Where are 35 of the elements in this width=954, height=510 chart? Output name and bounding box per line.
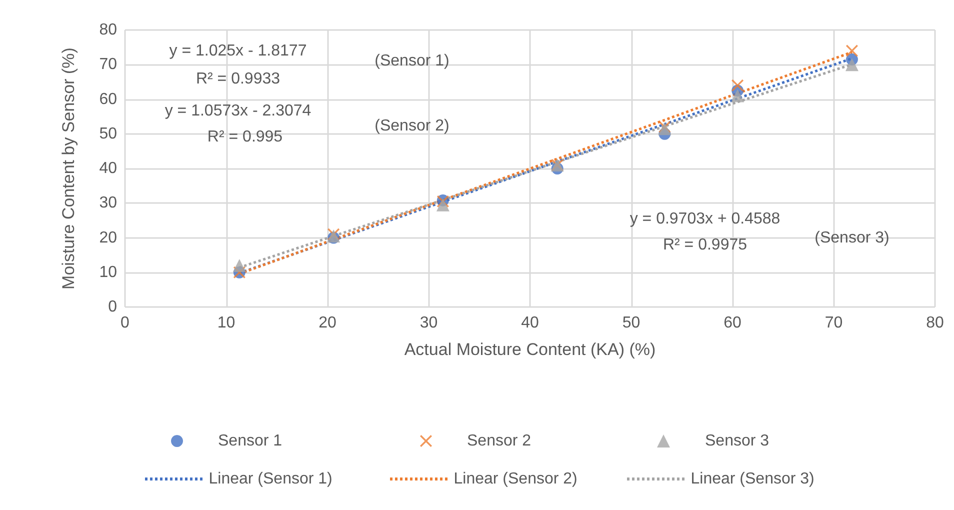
x-tick-label: 50 [622, 314, 640, 332]
y-tick-label: 60 [99, 90, 118, 108]
x-tick-label: 80 [926, 314, 944, 332]
y-tick-label: 20 [99, 229, 118, 246]
y-tick-label: 80 [99, 22, 118, 38]
annotation: (Sensor 1) [374, 52, 450, 70]
x-tick-label: 10 [217, 314, 236, 332]
y-tick-label: 50 [99, 125, 118, 142]
annotation: R² = 0.9975 [662, 236, 748, 254]
legend-label: Sensor 2 [467, 432, 532, 450]
legend-label: Sensor 3 [705, 432, 770, 450]
legend-label: Linear (Sensor 1) [208, 470, 332, 488]
legend-label: Sensor 1 [218, 432, 282, 450]
y-tick-label: 70 [99, 56, 118, 74]
y-axis-title: Moisture Content by Sensor (%) [59, 48, 78, 290]
x-axis-title: Actual Moisture Content (KA) (%) [404, 340, 656, 359]
x-tick-label: 30 [420, 314, 438, 332]
annotation: y = 1.0573x - 2.3074 [164, 102, 312, 120]
legend-label: Linear (Sensor 3) [690, 470, 814, 488]
y-tick-label: 0 [108, 298, 118, 316]
annotation: y = 1.025x - 1.8177 [169, 42, 307, 60]
x-tick-label: 40 [521, 314, 539, 332]
y-tick-label: 30 [99, 194, 118, 212]
y-tick-label: 10 [99, 264, 118, 281]
annotation: R² = 0.9933 [196, 70, 280, 88]
annotation: (Sensor 3) [814, 230, 890, 246]
x-tick-label: 70 [824, 314, 843, 332]
x-tick-label: 20 [318, 314, 336, 332]
legend-label: Linear (Sensor 2) [454, 470, 578, 488]
annotation: (Sensor 2) [374, 118, 450, 134]
annotation: R² = 0.995 [207, 128, 283, 146]
y-tick-label: 40 [99, 160, 118, 177]
x-tick-label: 0 [120, 314, 130, 332]
x-tick-label: 60 [724, 314, 742, 332]
annotation: y = 0.9703x + 0.4588 [630, 210, 780, 228]
